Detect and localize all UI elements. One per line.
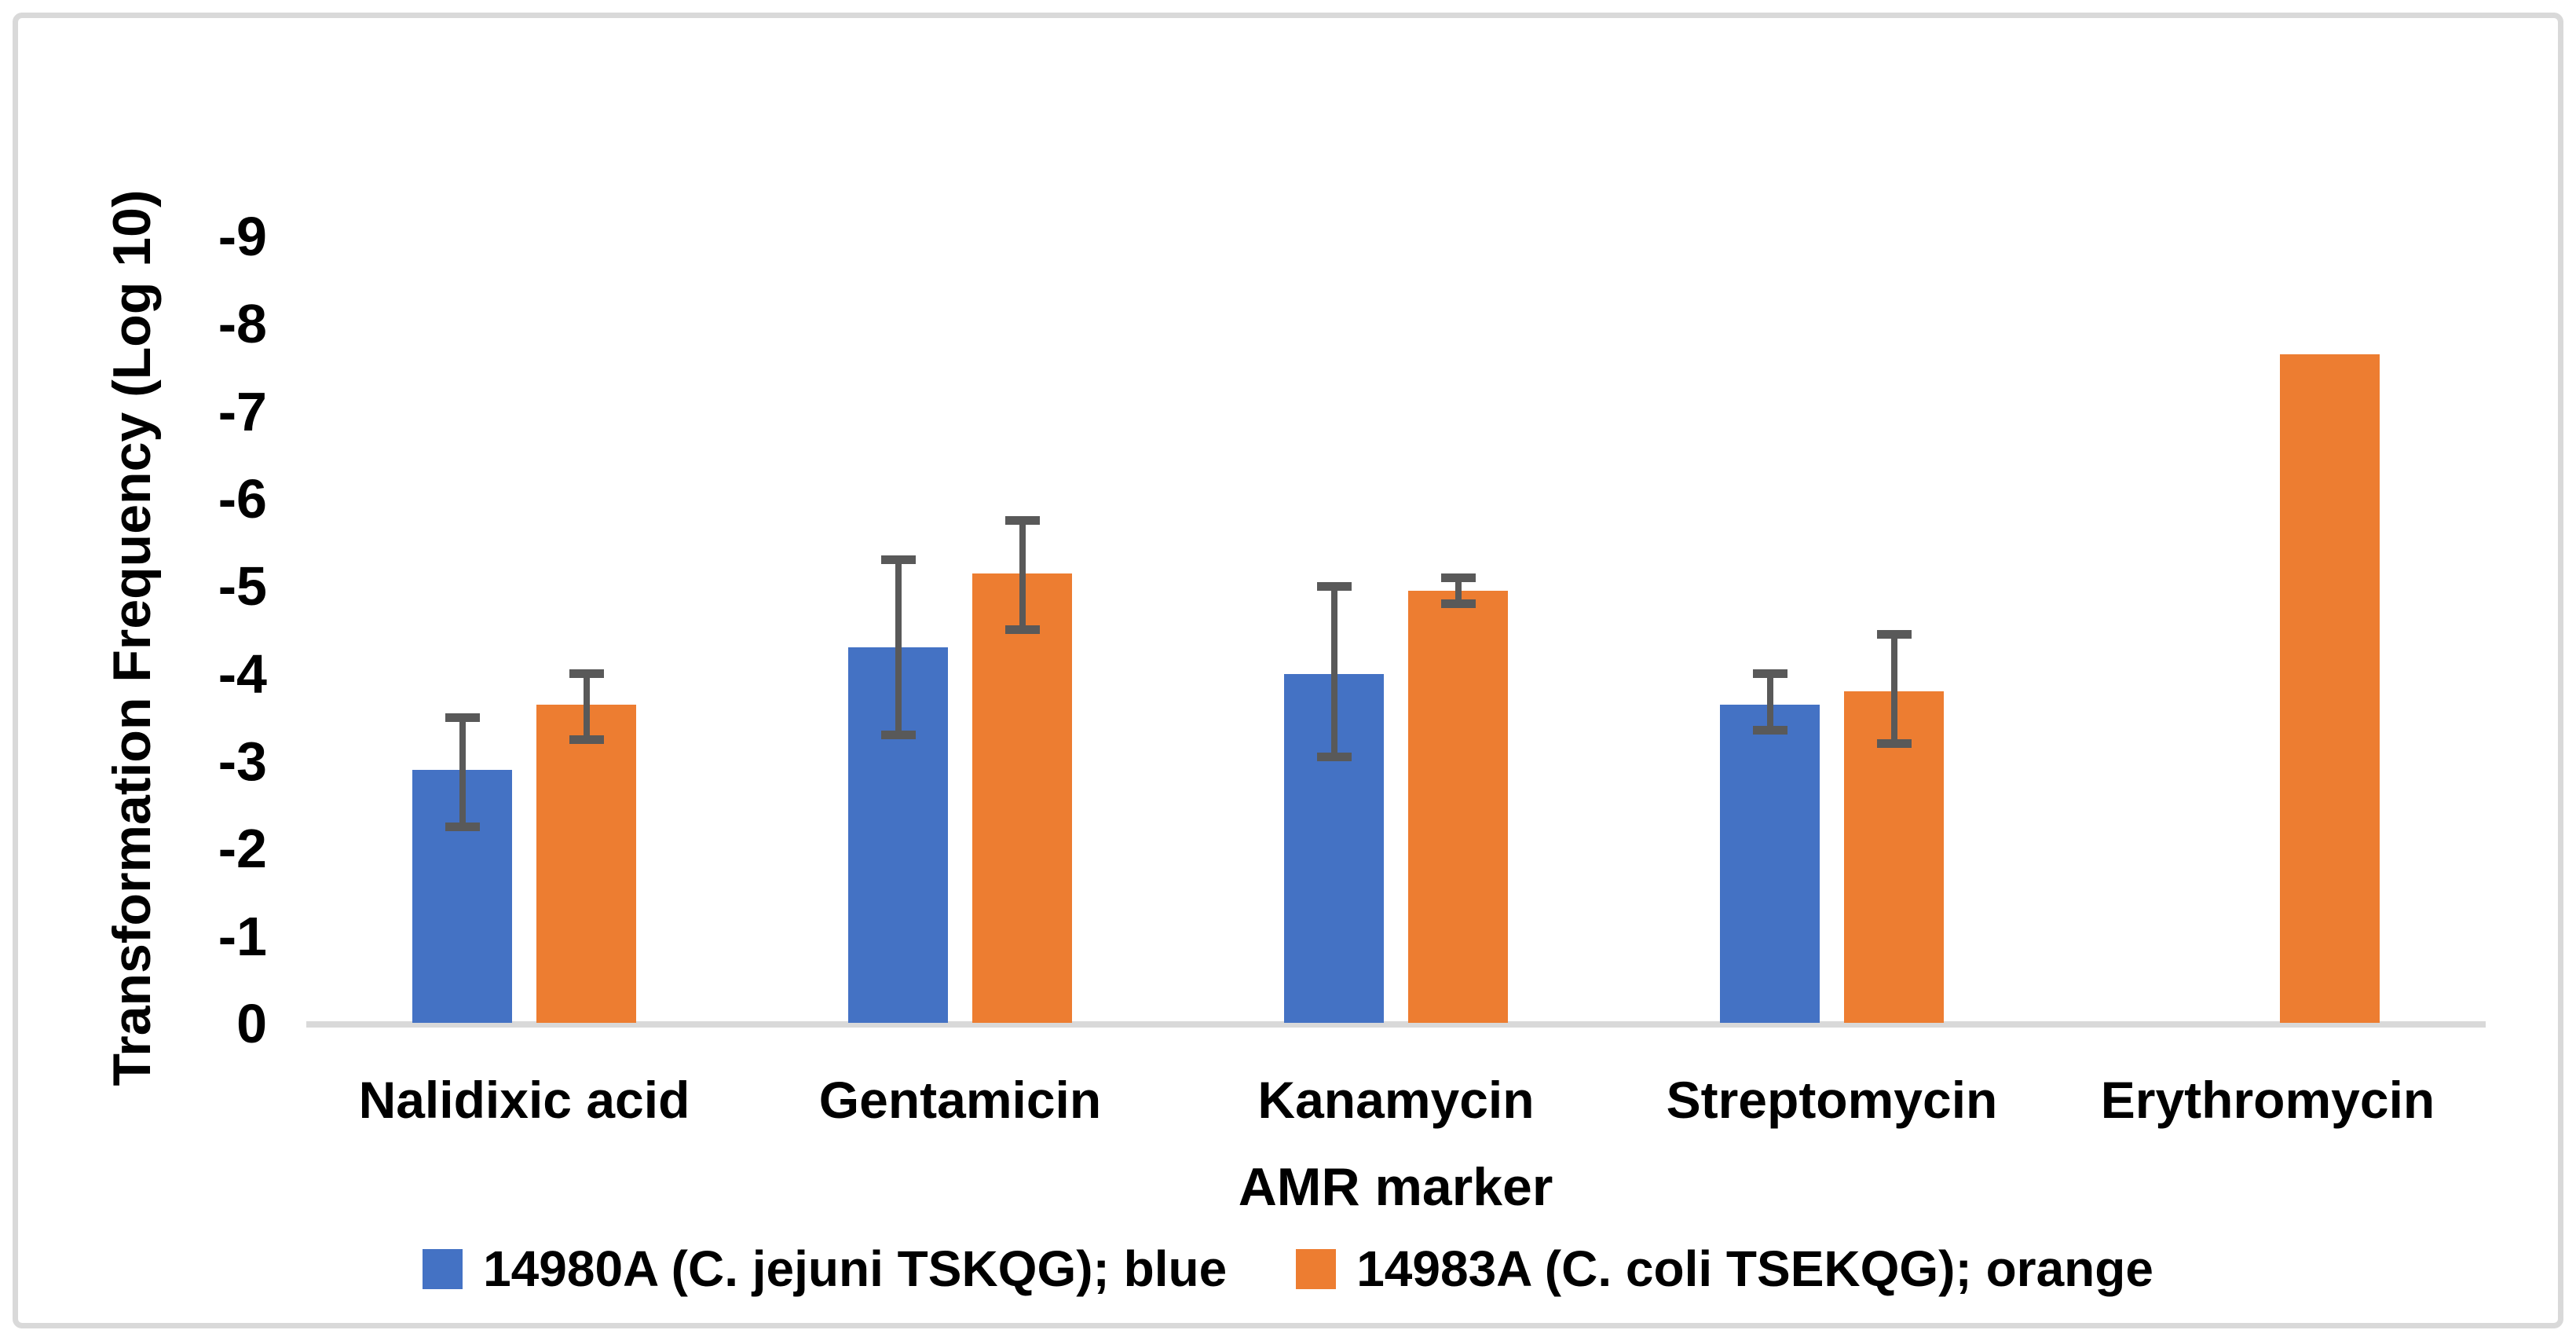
error-bar-cap-bottom bbox=[1752, 726, 1787, 735]
y-tick-label: -4 bbox=[218, 643, 267, 705]
legend-item: 14983A (C. coli TSEKQG); orange bbox=[1296, 1240, 2153, 1298]
error-bar-stem bbox=[895, 559, 902, 735]
error-bar-cap-top bbox=[1316, 581, 1352, 591]
error-bar-cap-top bbox=[569, 669, 604, 679]
y-tick-label: 0 bbox=[236, 993, 267, 1054]
error-bar-cap-top bbox=[1004, 516, 1040, 526]
legend-swatch-orange bbox=[1296, 1248, 1337, 1289]
legend-item: 14980A (C. jejuni TSKQG); blue bbox=[423, 1240, 1227, 1298]
y-tick-label: -2 bbox=[218, 818, 267, 880]
x-category-label: Kanamycin bbox=[1257, 1071, 1535, 1129]
x-category-label: Gentamicin bbox=[818, 1071, 1102, 1129]
legend: 14980A (C. jejuni TSKQG); blue 14983A (C.… bbox=[0, 1240, 2576, 1298]
error-bar-cap-top bbox=[880, 555, 916, 565]
error-bar-cap-bottom bbox=[569, 735, 604, 744]
legend-label: 14983A (C. coli TSEKQG); orange bbox=[1356, 1240, 2153, 1297]
error-bar-cap-top bbox=[1752, 669, 1787, 679]
error-bar-cap-bottom bbox=[1440, 599, 1476, 609]
error-bar-stem bbox=[1766, 673, 1773, 731]
y-tick-label: -3 bbox=[218, 730, 267, 792]
y-tick-label: -8 bbox=[218, 293, 267, 355]
y-tick-label: -1 bbox=[218, 905, 267, 967]
bar-blue bbox=[1720, 704, 1820, 1023]
error-bar-cap-bottom bbox=[880, 731, 916, 740]
error-bar-stem bbox=[1890, 634, 1897, 744]
error-bar-cap-top bbox=[1876, 629, 1912, 639]
y-tick-label: -6 bbox=[218, 467, 267, 529]
x-category-label: Streptomycin bbox=[1666, 1071, 1998, 1129]
error-bar-cap-top bbox=[1440, 573, 1476, 582]
error-bar-cap-bottom bbox=[1876, 739, 1912, 749]
bar-orange bbox=[1408, 590, 1508, 1023]
x-category-label: Erythromycin bbox=[2100, 1071, 2435, 1129]
bar-orange bbox=[972, 573, 1072, 1023]
x-category-label: Nalidixic acid bbox=[358, 1071, 690, 1129]
error-bar-cap-bottom bbox=[1004, 625, 1040, 635]
error-bar-cap-top bbox=[445, 713, 480, 722]
error-bar-cap-bottom bbox=[1316, 752, 1352, 761]
bar-orange bbox=[536, 704, 636, 1023]
error-bar-stem bbox=[583, 673, 590, 740]
y-tick-label: -7 bbox=[218, 380, 267, 442]
x-axis-title: AMR marker bbox=[1238, 1157, 1553, 1217]
legend-swatch-blue bbox=[423, 1248, 463, 1289]
legend-label: 14980A (C. jejuni TSKQG); blue bbox=[483, 1240, 1228, 1297]
chart-border bbox=[13, 13, 2563, 1328]
error-bar-stem bbox=[1019, 520, 1026, 630]
x-axis-baseline bbox=[306, 1021, 2486, 1028]
y-tick-label: -5 bbox=[218, 555, 267, 617]
error-bar-stem bbox=[1330, 586, 1337, 757]
bar-orange bbox=[2280, 354, 2380, 1023]
error-bar-stem bbox=[459, 717, 466, 827]
y-tick-label: -9 bbox=[218, 205, 267, 267]
error-bar-stem bbox=[1454, 577, 1462, 604]
error-bar-cap-bottom bbox=[445, 822, 480, 831]
